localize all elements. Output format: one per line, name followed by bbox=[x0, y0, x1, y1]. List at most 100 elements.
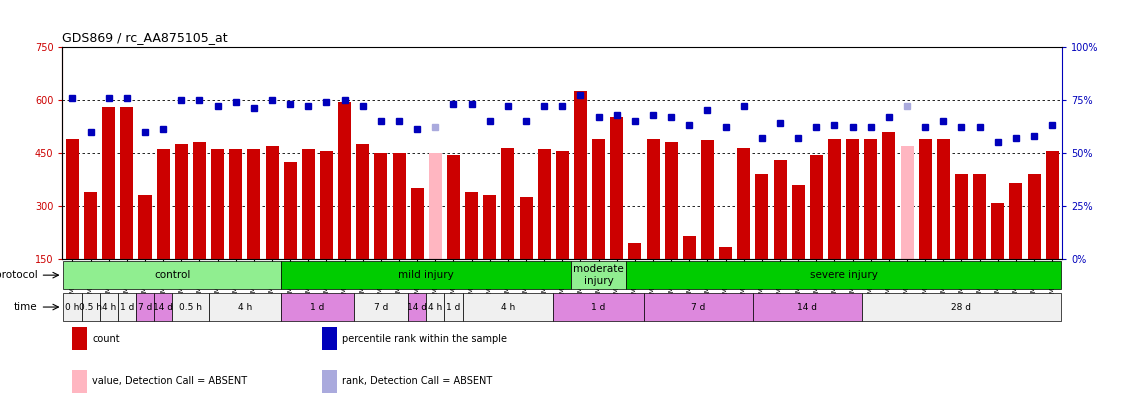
Text: control: control bbox=[154, 270, 191, 280]
Text: 14 d: 14 d bbox=[153, 303, 173, 311]
Text: 0.5 h: 0.5 h bbox=[80, 303, 102, 311]
Text: 1 d: 1 d bbox=[310, 303, 325, 311]
Bar bbox=[810, 155, 822, 259]
Bar bbox=[955, 174, 968, 259]
Bar bbox=[610, 117, 624, 259]
Bar bbox=[753, 293, 862, 322]
Bar bbox=[1027, 174, 1041, 259]
Bar bbox=[501, 147, 515, 259]
Bar bbox=[323, 370, 337, 393]
Bar bbox=[446, 155, 460, 259]
Text: 28 d: 28 d bbox=[952, 303, 971, 311]
Bar bbox=[193, 142, 206, 259]
Bar bbox=[410, 188, 424, 259]
Bar bbox=[375, 153, 387, 259]
Bar bbox=[537, 149, 551, 259]
Bar bbox=[393, 153, 406, 259]
Text: 0.5 h: 0.5 h bbox=[178, 303, 202, 311]
Text: 7 d: 7 d bbox=[374, 303, 389, 311]
Bar bbox=[66, 139, 80, 259]
Text: severe injury: severe injury bbox=[810, 270, 877, 280]
Bar bbox=[719, 247, 732, 259]
Bar bbox=[483, 196, 496, 259]
Bar bbox=[571, 261, 626, 290]
Text: 0 h: 0 h bbox=[65, 303, 80, 311]
Bar bbox=[353, 293, 408, 322]
Bar bbox=[266, 146, 278, 259]
Bar bbox=[665, 142, 678, 259]
Bar bbox=[828, 139, 841, 259]
Text: 7 d: 7 d bbox=[691, 303, 705, 311]
Text: mild injury: mild injury bbox=[399, 270, 454, 280]
Bar bbox=[465, 192, 478, 259]
Bar bbox=[974, 174, 986, 259]
Bar bbox=[519, 197, 533, 259]
Text: 7 d: 7 d bbox=[137, 303, 152, 311]
Bar bbox=[100, 293, 118, 322]
Bar bbox=[644, 293, 753, 322]
Bar bbox=[1045, 151, 1059, 259]
Bar bbox=[302, 149, 315, 259]
Bar bbox=[157, 149, 169, 259]
Bar bbox=[136, 293, 154, 322]
Bar bbox=[211, 149, 224, 259]
Text: 14 d: 14 d bbox=[407, 303, 427, 311]
Bar bbox=[323, 327, 337, 350]
Bar bbox=[862, 293, 1061, 322]
Text: 1 d: 1 d bbox=[119, 303, 134, 311]
Bar bbox=[428, 153, 442, 259]
Bar bbox=[320, 151, 333, 259]
Text: 4 h: 4 h bbox=[101, 303, 116, 311]
Bar bbox=[209, 293, 281, 322]
Bar bbox=[444, 293, 462, 322]
Bar bbox=[937, 139, 950, 259]
Bar bbox=[755, 174, 768, 259]
Bar bbox=[592, 139, 605, 259]
Bar bbox=[357, 144, 369, 259]
Text: protocol: protocol bbox=[0, 270, 37, 280]
Bar bbox=[901, 146, 913, 259]
Bar bbox=[737, 147, 750, 259]
Bar bbox=[883, 132, 895, 259]
Bar bbox=[792, 185, 804, 259]
Bar bbox=[84, 192, 98, 259]
Bar bbox=[139, 196, 151, 259]
Bar bbox=[701, 141, 715, 259]
Bar bbox=[154, 293, 173, 322]
Bar bbox=[73, 370, 87, 393]
Bar bbox=[229, 149, 242, 259]
Bar bbox=[556, 151, 569, 259]
Bar bbox=[846, 139, 859, 259]
Text: time: time bbox=[14, 302, 37, 312]
Bar bbox=[64, 261, 281, 290]
Text: value, Detection Call = ABSENT: value, Detection Call = ABSENT bbox=[92, 377, 248, 386]
Bar bbox=[173, 293, 209, 322]
Bar bbox=[248, 149, 260, 259]
Bar bbox=[626, 261, 1061, 290]
Text: 1 d: 1 d bbox=[592, 303, 605, 311]
Text: GDS869 / rc_AA875105_at: GDS869 / rc_AA875105_at bbox=[62, 31, 228, 44]
Bar bbox=[462, 293, 553, 322]
Bar bbox=[574, 91, 587, 259]
Bar bbox=[774, 160, 786, 259]
Bar bbox=[118, 293, 136, 322]
Bar bbox=[683, 236, 696, 259]
Text: 1 d: 1 d bbox=[446, 303, 461, 311]
Bar bbox=[646, 139, 660, 259]
Bar bbox=[339, 102, 351, 259]
Bar bbox=[284, 162, 296, 259]
Text: percentile rank within the sample: percentile rank within the sample bbox=[342, 334, 508, 343]
Bar bbox=[73, 327, 87, 350]
Text: 4 h: 4 h bbox=[428, 303, 442, 311]
Bar bbox=[82, 293, 100, 322]
Bar bbox=[120, 107, 133, 259]
Bar bbox=[628, 243, 642, 259]
Bar bbox=[102, 107, 115, 259]
Bar bbox=[64, 293, 82, 322]
Bar bbox=[919, 139, 932, 259]
Text: count: count bbox=[92, 334, 120, 343]
Bar bbox=[864, 139, 877, 259]
Bar bbox=[992, 202, 1004, 259]
Text: rank, Detection Call = ABSENT: rank, Detection Call = ABSENT bbox=[342, 377, 493, 386]
Text: moderate
injury: moderate injury bbox=[574, 264, 624, 286]
